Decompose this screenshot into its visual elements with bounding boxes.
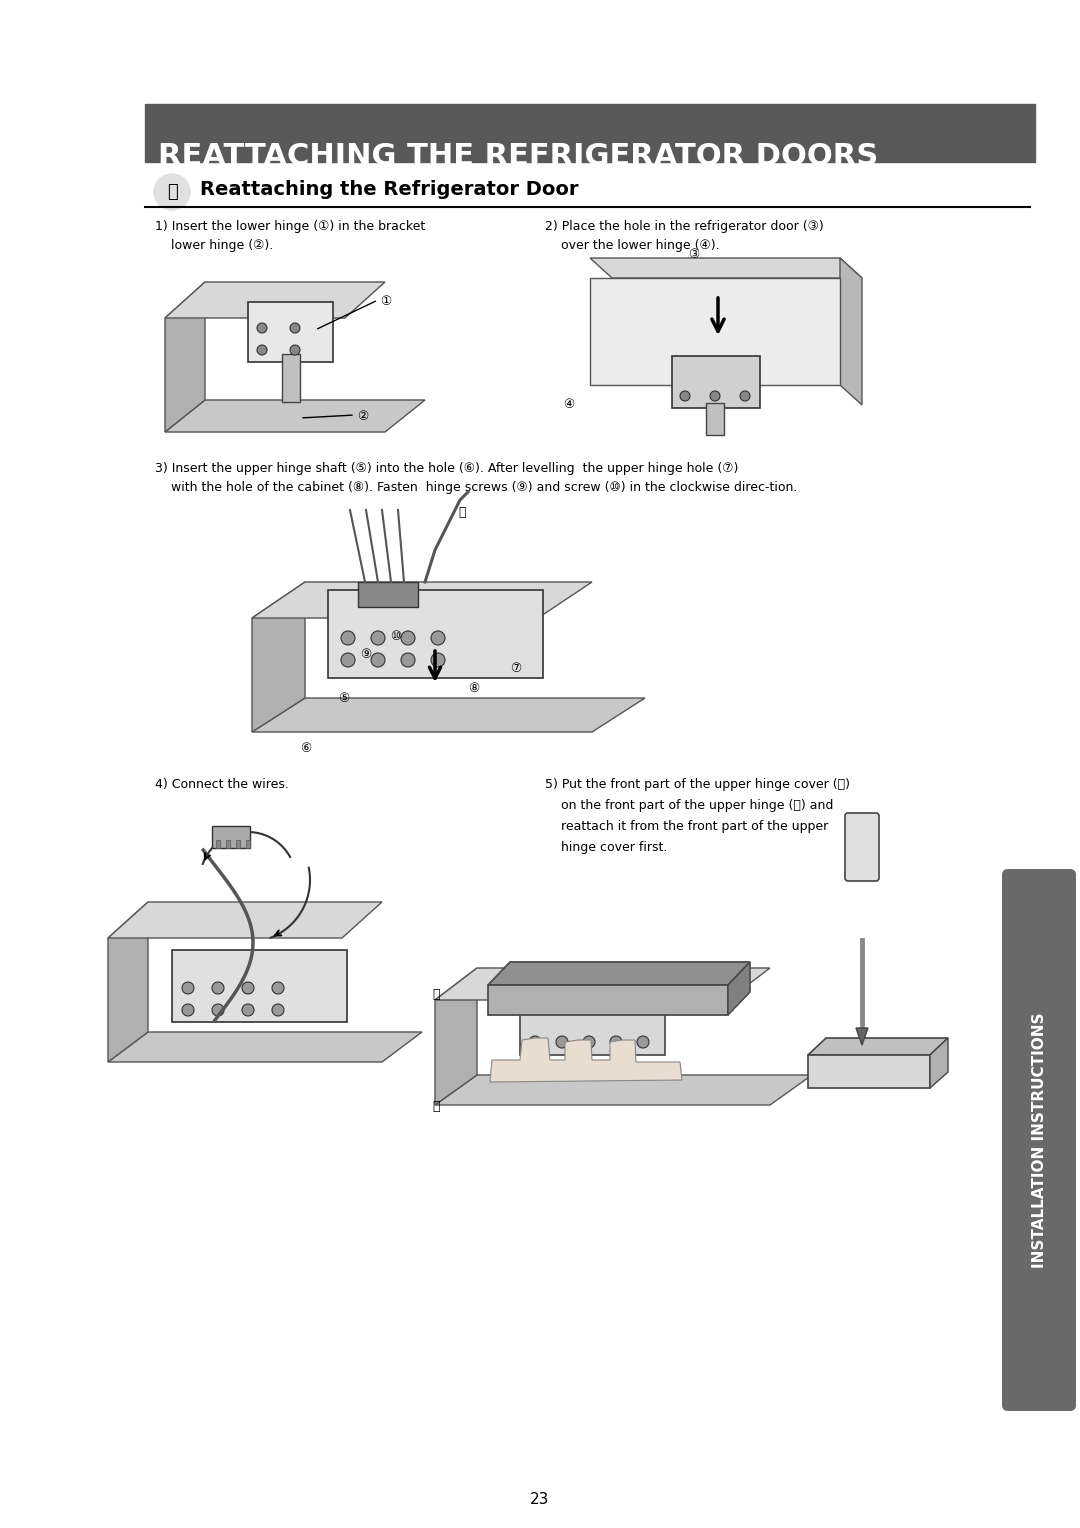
Polygon shape	[252, 582, 592, 617]
Circle shape	[242, 983, 254, 995]
Text: ⑪: ⑪	[458, 506, 465, 520]
Text: ②: ②	[357, 410, 368, 423]
Bar	[216, 840, 220, 848]
Text: ①: ①	[380, 295, 391, 309]
FancyBboxPatch shape	[1002, 869, 1076, 1410]
Circle shape	[583, 1036, 595, 1048]
Polygon shape	[165, 400, 426, 432]
Polygon shape	[728, 963, 750, 1015]
Text: 2) Place the hole in the refrigerator door (③)
    over the lower hinge (④).: 2) Place the hole in the refrigerator do…	[545, 220, 824, 252]
Circle shape	[341, 631, 355, 645]
Bar	[519, 993, 665, 1054]
Circle shape	[637, 1036, 649, 1048]
Polygon shape	[488, 963, 750, 986]
Circle shape	[431, 652, 445, 668]
Polygon shape	[252, 582, 305, 732]
Circle shape	[431, 631, 445, 645]
Polygon shape	[435, 1076, 812, 1105]
Polygon shape	[808, 1054, 930, 1088]
Polygon shape	[856, 1028, 868, 1045]
Circle shape	[680, 391, 690, 400]
Polygon shape	[808, 1038, 948, 1054]
Text: ⑪: ⑪	[432, 989, 440, 1001]
Text: 🔧: 🔧	[166, 183, 177, 202]
Text: ③: ③	[688, 248, 699, 261]
Circle shape	[212, 983, 224, 995]
Bar	[282, 354, 300, 402]
Text: REATTACHING THE REFRIGERATOR DOORS: REATTACHING THE REFRIGERATOR DOORS	[158, 142, 878, 171]
Bar	[706, 403, 724, 435]
Circle shape	[740, 391, 750, 400]
Circle shape	[272, 1004, 284, 1016]
Polygon shape	[930, 1038, 948, 1088]
Circle shape	[272, 983, 284, 995]
Circle shape	[212, 1004, 224, 1016]
Circle shape	[372, 631, 384, 645]
Circle shape	[154, 174, 190, 209]
Circle shape	[183, 1004, 194, 1016]
Text: 1) Insert the lower hinge (①) in the bracket
    lower hinge (②).: 1) Insert the lower hinge (①) in the bra…	[156, 220, 426, 252]
Bar	[226, 840, 230, 848]
Polygon shape	[435, 969, 770, 999]
Bar	[246, 840, 249, 848]
Polygon shape	[435, 969, 477, 1105]
Text: Reattaching the Refrigerator Door: Reattaching the Refrigerator Door	[200, 180, 579, 199]
Text: ⑥: ⑥	[300, 743, 311, 755]
Polygon shape	[840, 258, 862, 405]
FancyBboxPatch shape	[845, 813, 879, 882]
Polygon shape	[488, 986, 728, 1015]
Polygon shape	[108, 1031, 422, 1062]
Circle shape	[257, 345, 267, 354]
Circle shape	[183, 983, 194, 995]
Text: 23: 23	[530, 1491, 550, 1507]
Text: INSTALLATION INSTRUCTIONS: INSTALLATION INSTRUCTIONS	[1031, 1012, 1047, 1268]
Circle shape	[401, 631, 415, 645]
Text: ⑩: ⑩	[390, 630, 402, 643]
Text: 3) Insert the upper hinge shaft (⑤) into the hole (⑥). After levelling  the uppe: 3) Insert the upper hinge shaft (⑤) into…	[156, 461, 797, 494]
Circle shape	[710, 391, 720, 400]
Bar	[145, 104, 1035, 162]
Bar	[672, 356, 760, 408]
Text: ⑨: ⑨	[360, 648, 372, 662]
Polygon shape	[165, 283, 205, 432]
Polygon shape	[490, 1038, 681, 1082]
Circle shape	[341, 652, 355, 668]
Circle shape	[556, 1036, 568, 1048]
Text: ④: ④	[563, 397, 575, 411]
Text: ⑫: ⑫	[432, 1100, 440, 1112]
Text: ⑦: ⑦	[510, 662, 522, 675]
Circle shape	[242, 1004, 254, 1016]
Polygon shape	[252, 698, 645, 732]
Polygon shape	[108, 902, 382, 938]
Text: ⑧: ⑧	[468, 681, 480, 695]
Circle shape	[529, 1036, 541, 1048]
Text: 5) Put the front part of the upper hinge cover (⑪)
    on the front part of the : 5) Put the front part of the upper hinge…	[545, 778, 850, 854]
Circle shape	[610, 1036, 622, 1048]
Polygon shape	[357, 582, 418, 607]
Circle shape	[257, 322, 267, 333]
Bar	[248, 303, 333, 362]
Polygon shape	[165, 283, 384, 318]
Polygon shape	[108, 902, 148, 1062]
Circle shape	[372, 652, 384, 668]
Bar	[212, 827, 249, 848]
Circle shape	[291, 345, 300, 354]
Bar	[328, 590, 543, 678]
Polygon shape	[590, 258, 862, 278]
Circle shape	[291, 322, 300, 333]
Polygon shape	[590, 278, 840, 385]
Bar	[172, 950, 347, 1022]
Circle shape	[401, 652, 415, 668]
Bar	[237, 840, 240, 848]
Text: ⑤: ⑤	[338, 692, 349, 704]
Text: 4) Connect the wires.: 4) Connect the wires.	[156, 778, 288, 792]
